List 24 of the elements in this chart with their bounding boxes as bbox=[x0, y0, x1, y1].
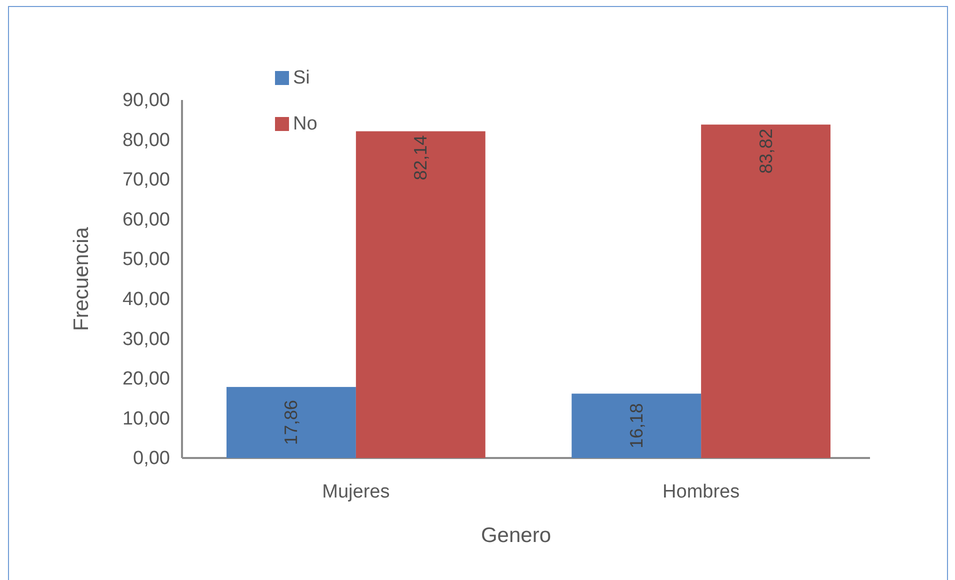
y-axis-title: Frecuencia bbox=[70, 226, 93, 331]
y-tick-label: 10,00 bbox=[122, 408, 170, 430]
y-tick-label: 60,00 bbox=[122, 209, 170, 230]
x-axis-title: Genero bbox=[480, 524, 552, 547]
legend-label: Si bbox=[293, 68, 310, 88]
y-tick-label: 70,00 bbox=[122, 170, 170, 191]
legend-label: No bbox=[293, 114, 318, 134]
y-tick-label: 0,00 bbox=[133, 448, 170, 470]
bar bbox=[226, 386, 356, 458]
data-label: 83,82 bbox=[756, 128, 776, 174]
y-tick-label: 40,00 bbox=[122, 288, 170, 310]
x-tick-label: Hombres bbox=[662, 481, 740, 502]
data-label: 16,18 bbox=[626, 403, 646, 448]
bar bbox=[572, 394, 702, 458]
y-tick-label: 90,00 bbox=[122, 90, 170, 112]
bar bbox=[356, 131, 486, 458]
y-tick-label: 20,00 bbox=[122, 368, 170, 390]
data-label: 82,14 bbox=[410, 135, 431, 180]
y-tick-label: 30,00 bbox=[122, 328, 170, 350]
y-tick-label: 50,00 bbox=[122, 249, 170, 270]
data-label: 17,86 bbox=[281, 400, 302, 445]
bar bbox=[701, 124, 830, 458]
y-tick-label: 80,00 bbox=[122, 130, 170, 151]
x-tick-label: Mujeres bbox=[322, 481, 390, 502]
